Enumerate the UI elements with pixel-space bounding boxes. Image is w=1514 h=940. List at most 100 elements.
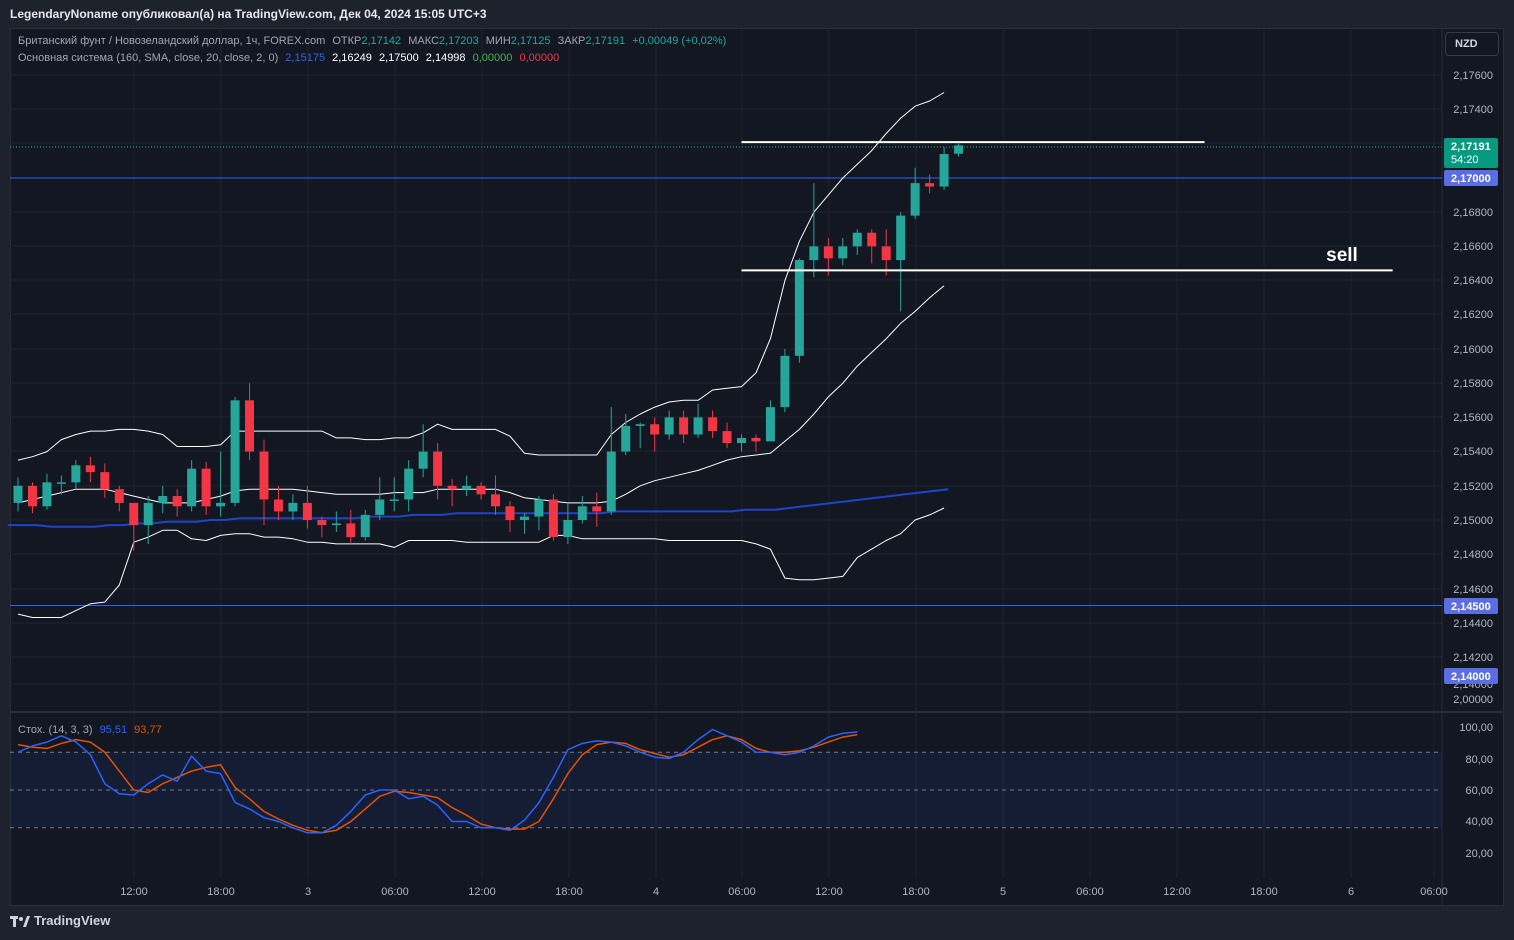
candle-body[interactable] xyxy=(230,400,240,503)
price-tick-label: 2,16600 xyxy=(1453,241,1493,253)
candle-body[interactable] xyxy=(158,496,168,503)
stoch-k-line xyxy=(17,728,858,834)
indicator-value-ma: 2,15175 xyxy=(285,52,326,64)
candle-body[interactable] xyxy=(13,485,23,503)
candle-body[interactable] xyxy=(592,506,602,512)
candle-body[interactable] xyxy=(143,502,153,526)
candle-body[interactable] xyxy=(534,499,544,517)
candle-body[interactable] xyxy=(245,400,255,452)
time-tick-label: 6 xyxy=(1348,886,1354,898)
stoch-tick-label: 60,00 xyxy=(1465,785,1493,797)
candle-body[interactable] xyxy=(216,502,226,507)
candle-body[interactable] xyxy=(71,465,81,483)
level-badge-label: 2,17000 xyxy=(1451,173,1491,185)
candle-body[interactable] xyxy=(765,407,775,442)
candle-body[interactable] xyxy=(331,523,341,526)
candle-body[interactable] xyxy=(447,485,457,490)
candle-body[interactable] xyxy=(708,417,718,432)
level-badge-label: 2,14500 xyxy=(1451,601,1491,613)
candle-body[interactable] xyxy=(505,506,515,520)
candle-body[interactable] xyxy=(809,246,819,261)
candle-body[interactable] xyxy=(896,215,906,261)
candle-body[interactable] xyxy=(577,506,587,520)
candle-body[interactable] xyxy=(346,523,356,538)
symbol-name[interactable]: Британский фунт / Новозеландский доллар,… xyxy=(18,35,326,47)
candle-body[interactable] xyxy=(823,246,833,259)
candle-body[interactable] xyxy=(722,431,732,444)
candle-body[interactable] xyxy=(389,499,399,501)
candle-body[interactable] xyxy=(273,499,283,512)
candle-body[interactable] xyxy=(519,516,529,520)
price-tick-label: 2,14400 xyxy=(1453,618,1493,630)
candle-body[interactable] xyxy=(288,502,298,512)
sell-annotation[interactable]: sell xyxy=(1326,245,1358,266)
bollinger-upper-line xyxy=(17,92,945,461)
time-tick-label: 3 xyxy=(305,886,311,898)
candle-body[interactable] xyxy=(563,520,573,538)
candle-body[interactable] xyxy=(129,502,139,526)
ohlc-open: ОТКР2,17142 xyxy=(332,35,401,47)
stoch-tick-label: 100,00 xyxy=(1459,722,1493,734)
publication-title: LegendaryNoname опубликовал(а) на Tradin… xyxy=(10,7,487,21)
candle-body[interactable] xyxy=(780,355,790,408)
candle-body[interactable] xyxy=(100,472,110,490)
stoch-name[interactable]: Стох. (14, 3, 3) xyxy=(18,724,93,736)
candle-body[interactable] xyxy=(635,424,645,426)
candle-body[interactable] xyxy=(737,437,746,444)
candle-body[interactable] xyxy=(794,260,804,356)
candle-body[interactable] xyxy=(476,485,486,495)
candle-body[interactable] xyxy=(56,482,66,484)
low-label: МИН xyxy=(485,35,511,47)
candle-body[interactable] xyxy=(548,499,558,538)
currency-button[interactable]: NZD xyxy=(1445,32,1499,56)
candle-body[interactable] xyxy=(650,424,660,435)
candle-body[interactable] xyxy=(910,183,920,216)
candle-body[interactable] xyxy=(172,496,182,507)
time-tick-label: 12:00 xyxy=(815,886,843,898)
candle-body[interactable] xyxy=(751,437,761,442)
candle-body[interactable] xyxy=(491,494,501,507)
candle-body[interactable] xyxy=(201,468,211,507)
candle-body[interactable] xyxy=(621,425,631,452)
price-change: +0,00049 (+0,02%) xyxy=(632,35,727,47)
candle-body[interactable] xyxy=(693,417,703,435)
candle-body[interactable] xyxy=(606,451,616,512)
price-tick-label: 2,14800 xyxy=(1453,549,1493,561)
candle-body[interactable] xyxy=(302,502,312,520)
indicator-value-upper: 2,17500 xyxy=(378,52,419,64)
candle-body[interactable] xyxy=(954,145,964,154)
bollinger-basis-line xyxy=(17,285,945,504)
footer-brand-text: TradingView xyxy=(34,913,111,928)
candle-body[interactable] xyxy=(679,417,689,435)
candle-body[interactable] xyxy=(404,468,414,500)
close-label: ЗАКР xyxy=(557,35,586,47)
candle-body[interactable] xyxy=(939,154,949,187)
candle-body[interactable] xyxy=(881,246,891,261)
candle-body[interactable] xyxy=(187,468,197,507)
indicator-value-sell: 0,00000 xyxy=(519,52,560,64)
candle-body[interactable] xyxy=(867,232,877,247)
time-tick-label: 06:00 xyxy=(381,886,409,898)
candle-body[interactable] xyxy=(27,485,37,507)
candle-body[interactable] xyxy=(360,514,370,538)
candle-body[interactable] xyxy=(418,451,428,469)
candle-body[interactable] xyxy=(925,183,935,187)
candle-body[interactable] xyxy=(85,465,95,473)
chart-frame xyxy=(10,28,1504,906)
candle-body[interactable] xyxy=(42,482,52,507)
candle-body[interactable] xyxy=(433,451,443,486)
stoch-tick-label: 40,00 xyxy=(1465,816,1493,828)
indicator-value-buy: 0,00000 xyxy=(472,52,513,64)
time-tick-label: 06:00 xyxy=(1420,886,1448,898)
candle-body[interactable] xyxy=(259,451,269,500)
indicator-name[interactable]: Основная система (160, SMA, close, 20, c… xyxy=(18,52,279,64)
candle-body[interactable] xyxy=(852,232,862,247)
candle-body[interactable] xyxy=(462,485,472,490)
candle-body[interactable] xyxy=(114,489,124,503)
candle-body[interactable] xyxy=(838,246,848,259)
candle-body[interactable] xyxy=(317,520,327,526)
level-badge xyxy=(1444,598,1498,614)
candle-body[interactable] xyxy=(375,499,385,515)
candle-body[interactable] xyxy=(664,417,674,435)
